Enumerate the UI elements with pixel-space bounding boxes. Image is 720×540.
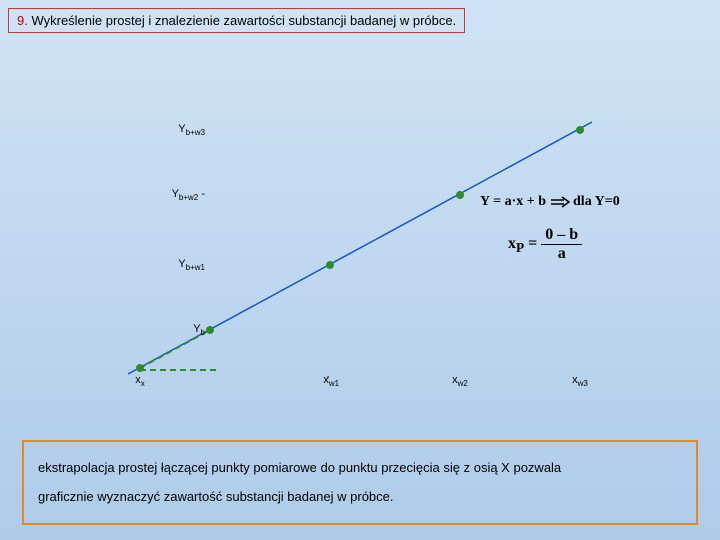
formula-equals: = <box>528 235 541 252</box>
formula-fraction: 0 – b a <box>541 226 582 262</box>
data-point-3 <box>576 126 584 134</box>
formula-denominator: a <box>541 245 582 263</box>
note-box: ekstrapolacja prostej łączącej punkty po… <box>22 440 698 525</box>
data-point-1 <box>326 261 334 269</box>
data-point-2 <box>456 191 464 199</box>
x-axis-label: xw3 <box>572 374 588 388</box>
data-point-0 <box>206 326 214 334</box>
y-axis-label: Yb <box>193 323 205 337</box>
formula-xp: xP = 0 – b a <box>508 226 582 262</box>
chart-lines-svg <box>0 40 720 420</box>
x-axis-label: xw2 <box>452 374 468 388</box>
y-axis-label: Yb+w3 <box>178 123 205 137</box>
y-axis-label: Yb+w2 - <box>172 188 205 202</box>
title-number: 9. <box>17 13 28 28</box>
note-line-2: graficznie wyznaczyć zawartość substancj… <box>38 483 682 512</box>
note-line-1: ekstrapolacja prostej łączącej punkty po… <box>38 454 682 483</box>
equation-line: Y = a·x + b dla Y=0 <box>480 194 620 210</box>
title-text: Wykreślenie prostej i znalezienie zawart… <box>28 13 456 28</box>
x-axis-label: xx <box>135 374 145 388</box>
chart-area: Yb Yb+w1 ,xw1 Yb+w2 - xw2 Yb+w3 xw3 xx Y = a·x … <box>0 40 720 420</box>
y-axis-label: Yb+w1 <box>178 258 205 272</box>
formula-lhs: xP <box>508 235 524 252</box>
x-axis-label: ,xw1 <box>321 374 339 388</box>
equation-pre: Y = a·x + b <box>480 194 546 209</box>
equation-post: dla Y=0 <box>573 194 620 209</box>
extrapolated-point <box>136 364 144 372</box>
title-box: 9. Wykreślenie prostej i znalezienie zaw… <box>8 8 465 33</box>
formula-numerator: 0 – b <box>541 226 582 245</box>
implies-arrow <box>550 194 570 210</box>
